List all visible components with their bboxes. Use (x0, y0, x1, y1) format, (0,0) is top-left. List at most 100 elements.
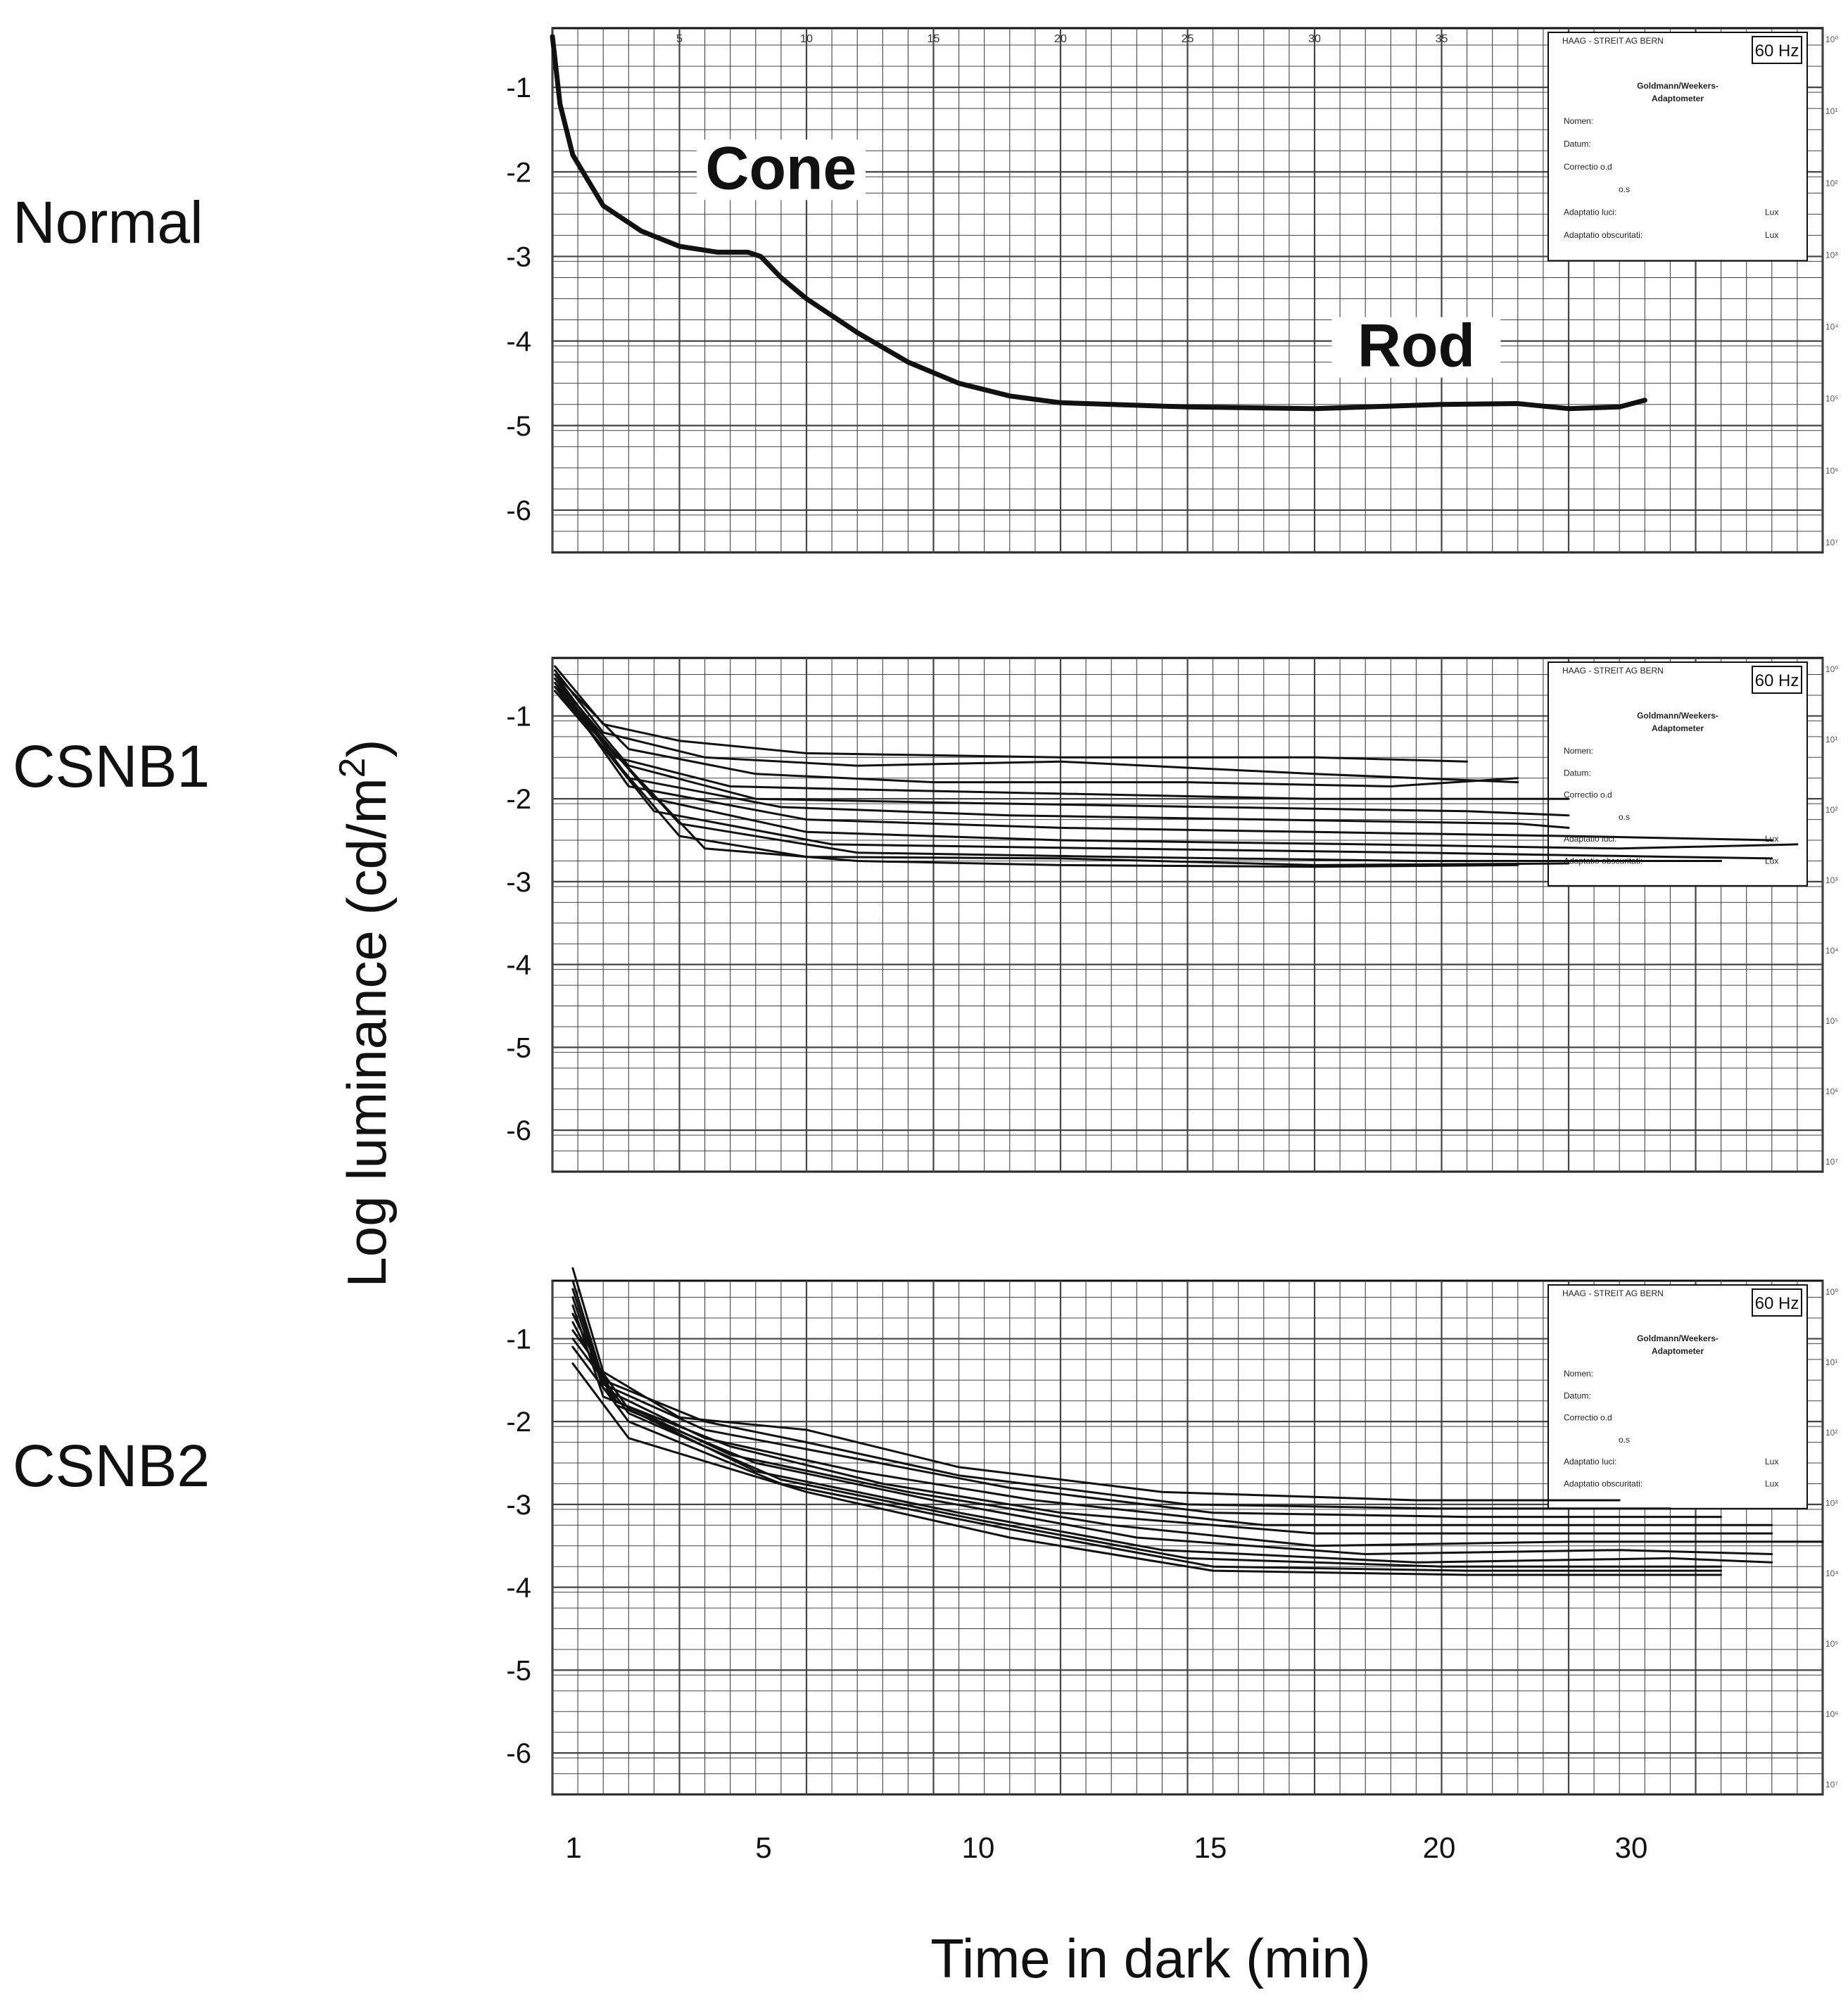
series-line-10 (571, 1345, 1723, 1572)
info-box-field: Nomen: (1564, 1369, 1593, 1379)
panel-csnb1: -1 -2 -3 -4 -5 -6 10⁰ 10¹ 10² 10³ 10⁴ 10⁵ 10⁶ 10⁷ HAAG… (506, 657, 1839, 1173)
right-scale-label: 10¹ (1825, 106, 1837, 116)
info-box-field: o.s (1619, 1435, 1630, 1445)
series-line-5 (554, 677, 1570, 817)
series-group (550, 34, 1647, 412)
info-box-title: Goldmann/Weekers- (1637, 711, 1719, 721)
y-tick-label: -6 (506, 1115, 531, 1146)
right-scale-label: 10⁴ (1825, 322, 1839, 332)
info-box-header: HAAG - STREIT AG BERN (1562, 1288, 1664, 1298)
y-axis-title-tail: ) (336, 740, 398, 758)
right-scale-label: 10⁵ (1825, 1016, 1838, 1026)
y-tick-label: -4 (506, 1573, 531, 1604)
series-line-2 (571, 1279, 1671, 1510)
info-box-header: HAAG - STREIT AG BERN (1562, 36, 1664, 46)
info-box-field: Datum: (1564, 1390, 1591, 1400)
y-axis-title: Log luminance (cd/m2) (332, 740, 398, 1288)
info-box-field: Adaptatio obscuritati: (1564, 230, 1643, 240)
right-scale-label: 10² (1825, 178, 1837, 188)
top-tick-label: 5 (676, 33, 683, 45)
series-line-3 (571, 1288, 1723, 1519)
right-scale-label: 10⁶ (1825, 1086, 1838, 1096)
right-scale-label: 10⁷ (1825, 538, 1838, 547)
info-box-unit: Lux (1765, 1478, 1778, 1488)
series-line-11 (571, 1362, 1723, 1576)
series-line-8 (554, 681, 1799, 850)
adaptometer-info-box: HAAG - STREIT AG BERN 60 Hz Goldmann/Weeke… (1548, 32, 1808, 262)
y-tick-label: -1 (506, 72, 531, 103)
x-tick-label: 10 (962, 1831, 995, 1864)
series-line-8 (571, 1329, 1773, 1564)
info-box-title: Goldmann/Weekers- (1637, 1333, 1719, 1343)
y-tick-label: -4 (506, 327, 531, 357)
info-box-unit: Lux (1765, 230, 1778, 240)
right-scale-label: 10⁰ (1825, 664, 1838, 674)
info-box-unit: Lux (1765, 834, 1778, 844)
annotation-background (696, 139, 866, 201)
info-box-field: Datum: (1564, 139, 1591, 148)
y-tick-label: -5 (506, 411, 531, 442)
series-line-6 (571, 1312, 1824, 1547)
y-axis-title-main: Log luminance (cd/m (336, 778, 398, 1287)
series-line-2 (554, 669, 1519, 784)
top-tick-label: 10 (800, 33, 813, 45)
info-box-subtitle: Adaptometer (1652, 94, 1704, 103)
top-tick-label: 30 (1308, 33, 1321, 45)
panel-normal: -1-2-3-4-5-65101520253035404510⁰10¹10²10… (506, 27, 1839, 554)
y-axis-title-sup: 2 (332, 758, 373, 778)
top-tick-label: 25 (1182, 33, 1194, 45)
info-box-field: Correctio o.d (1564, 790, 1612, 800)
y-tick-label: -6 (506, 1738, 531, 1769)
hz-label: 60 Hz (1755, 1294, 1799, 1313)
series-line-12 (554, 690, 1519, 868)
x-tick-label: 5 (755, 1831, 771, 1864)
top-tick-label: 20 (1054, 33, 1067, 45)
adaptometer-info-box: HAAG - STREIT AG BERN 60 Hz Goldmann/Weeke… (1548, 1284, 1808, 1509)
info-box-field: Adaptatio obscuritati: (1564, 1478, 1643, 1488)
y-tick-label: -2 (506, 157, 531, 188)
right-scale-label: 10² (1825, 805, 1837, 815)
series-line-7 (554, 681, 1773, 842)
y-tick-label: -6 (506, 495, 531, 526)
annotation-background (1331, 317, 1501, 378)
info-box-field: Nomen: (1564, 116, 1593, 126)
right-scale-label: 10³ (1825, 250, 1837, 260)
right-scale-label: 10³ (1825, 1498, 1837, 1508)
y-tick-label: -3 (506, 867, 531, 898)
info-box-field: Correctio o.d (1564, 162, 1612, 172)
grid (551, 1281, 1824, 1795)
x-axis-title: Time in dark (min) (930, 1927, 1371, 1989)
right-scale-label: 10² (1825, 1428, 1837, 1438)
info-box-unit: Lux (1765, 208, 1778, 217)
info-box-field: Adaptatio luci: (1564, 1457, 1616, 1466)
hz-badge (1752, 666, 1802, 694)
info-box-unit: Lux (1765, 1457, 1778, 1466)
panels: -1-2-3-4-5-65101520253035404510⁰10¹10²10… (506, 27, 1839, 1796)
right-scale-label: 10⁴ (1825, 946, 1839, 956)
info-box-subtitle: Adaptometer (1652, 723, 1704, 733)
right-scale-label: 10⁷ (1825, 1157, 1838, 1167)
right-scale-label: 10⁶ (1825, 466, 1838, 476)
info-box-subtitle: Adaptometer (1652, 1346, 1704, 1356)
series-line-3 (554, 673, 1519, 787)
right-scale-label: 10⁶ (1825, 1709, 1838, 1719)
right-scale-label: 10³ (1825, 875, 1837, 885)
bottom-tick-labels: 1 5 10 15 20 30 (565, 1831, 1647, 1864)
right-scale-label: 10⁰ (1825, 1287, 1838, 1297)
x-tick-label: 15 (1194, 1831, 1227, 1864)
series-line-1 (571, 1267, 1621, 1502)
adaptometer-info-box: HAAG - STREIT AG BERN 60 Hz Goldmann/Weeke… (1548, 661, 1808, 887)
info-box-header: HAAG - STREIT AG BERN (1562, 666, 1664, 676)
right-scale-label: 10¹ (1825, 735, 1837, 745)
annotation-cone: Cone (705, 134, 856, 202)
series-line-4 (554, 673, 1570, 800)
info-box-title: Goldmann/Weekers- (1637, 81, 1719, 91)
y-tick-label: -5 (506, 1032, 531, 1063)
right-scale-label: 10⁴ (1825, 1569, 1839, 1578)
series-line-1 (554, 665, 1469, 763)
right-scale-label: 10⁵ (1825, 394, 1838, 404)
panel-csnb2: -1 -2 -3 -4 -5 -6 10⁰ 10¹ 10² 10³ 10⁴ 10⁵ 10⁶ 10⁷ HAAG… (506, 1267, 1839, 1796)
y-tick-label: -3 (506, 1490, 531, 1521)
series-line-1 (550, 34, 1647, 412)
